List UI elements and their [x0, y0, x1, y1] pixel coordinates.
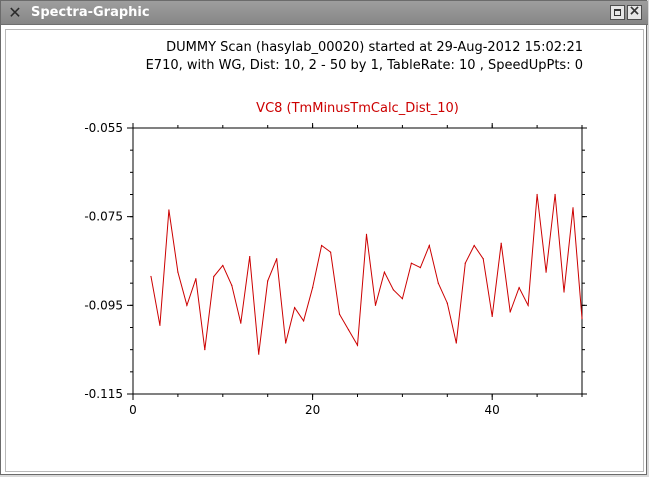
data-point — [437, 282, 439, 284]
data-point — [545, 271, 547, 273]
data-point — [267, 280, 269, 282]
data-point — [401, 298, 403, 300]
data-point — [303, 320, 305, 322]
series-line — [150, 194, 583, 355]
data-point — [195, 278, 197, 280]
data-point — [329, 251, 332, 253]
data-point — [338, 313, 341, 315]
data-point — [536, 193, 538, 196]
x-tick-label: 20 — [305, 403, 320, 417]
data-point — [455, 342, 457, 344]
data-point — [464, 262, 466, 264]
data-point — [213, 275, 215, 278]
y-tick-label: -0.055 — [84, 121, 123, 135]
data-point — [177, 271, 179, 273]
data-point — [581, 318, 583, 320]
x-tick-label: 0 — [129, 403, 137, 417]
data-point — [312, 287, 314, 289]
data-point — [527, 304, 529, 306]
data-point — [168, 209, 170, 211]
y-tick-label: -0.115 — [84, 387, 123, 401]
data-point — [320, 244, 323, 247]
data-point — [285, 342, 287, 344]
data-point — [500, 242, 502, 244]
data-point — [204, 349, 206, 351]
data-point — [410, 262, 412, 264]
scan-header-line-1: DUMMY Scan (hasylab_00020) started at 29… — [166, 40, 583, 55]
graphic-canvas: DUMMY Scan (hasylab_00020) started at 29… — [5, 29, 644, 472]
data-point — [374, 304, 377, 306]
window-title: Spectra-Graphic — [31, 5, 150, 20]
scan-header-line-2: E710, with WG, Dist: 10, 2 - 50 by 1, Ta… — [145, 58, 583, 73]
y-tick-label: -0.095 — [84, 298, 123, 312]
data-point — [231, 284, 233, 286]
data-point — [186, 304, 188, 306]
data-point — [572, 207, 574, 209]
data-point — [222, 264, 224, 267]
title-bar[interactable]: ✕ Spectra-Graphic — [1, 1, 648, 25]
x-tick-label: 40 — [485, 403, 500, 417]
data-point — [554, 193, 556, 196]
data-point — [392, 289, 395, 291]
data-point — [482, 258, 484, 260]
data-point — [150, 275, 152, 278]
data-point — [294, 306, 296, 309]
line-chart: VC8 (TmMinusTmCalc_Dist_10) -0.055 -0.075 -… — [84, 101, 587, 417]
maximize-button[interactable] — [610, 5, 625, 20]
data-point — [491, 315, 493, 318]
chart-title: VC8 (TmMinusTmCalc_Dist_10) — [256, 101, 459, 116]
data-point — [365, 233, 368, 235]
y-tick-label: -0.075 — [84, 210, 123, 224]
data-point — [563, 291, 565, 293]
plot-frame — [132, 127, 583, 395]
data-point — [473, 244, 475, 247]
data-point — [419, 267, 421, 269]
data-point — [249, 255, 251, 258]
data-point — [428, 244, 430, 247]
close-button[interactable] — [627, 3, 642, 20]
x-logo-icon: ✕ — [8, 3, 22, 22]
data-point — [518, 287, 520, 289]
data-point — [383, 271, 386, 273]
data-point — [240, 322, 242, 324]
data-point — [347, 329, 350, 331]
data-point — [356, 344, 359, 346]
data-point — [276, 258, 278, 260]
data-point — [509, 311, 511, 313]
data-point — [159, 324, 161, 326]
data-point — [258, 353, 260, 355]
data-point — [446, 302, 448, 304]
